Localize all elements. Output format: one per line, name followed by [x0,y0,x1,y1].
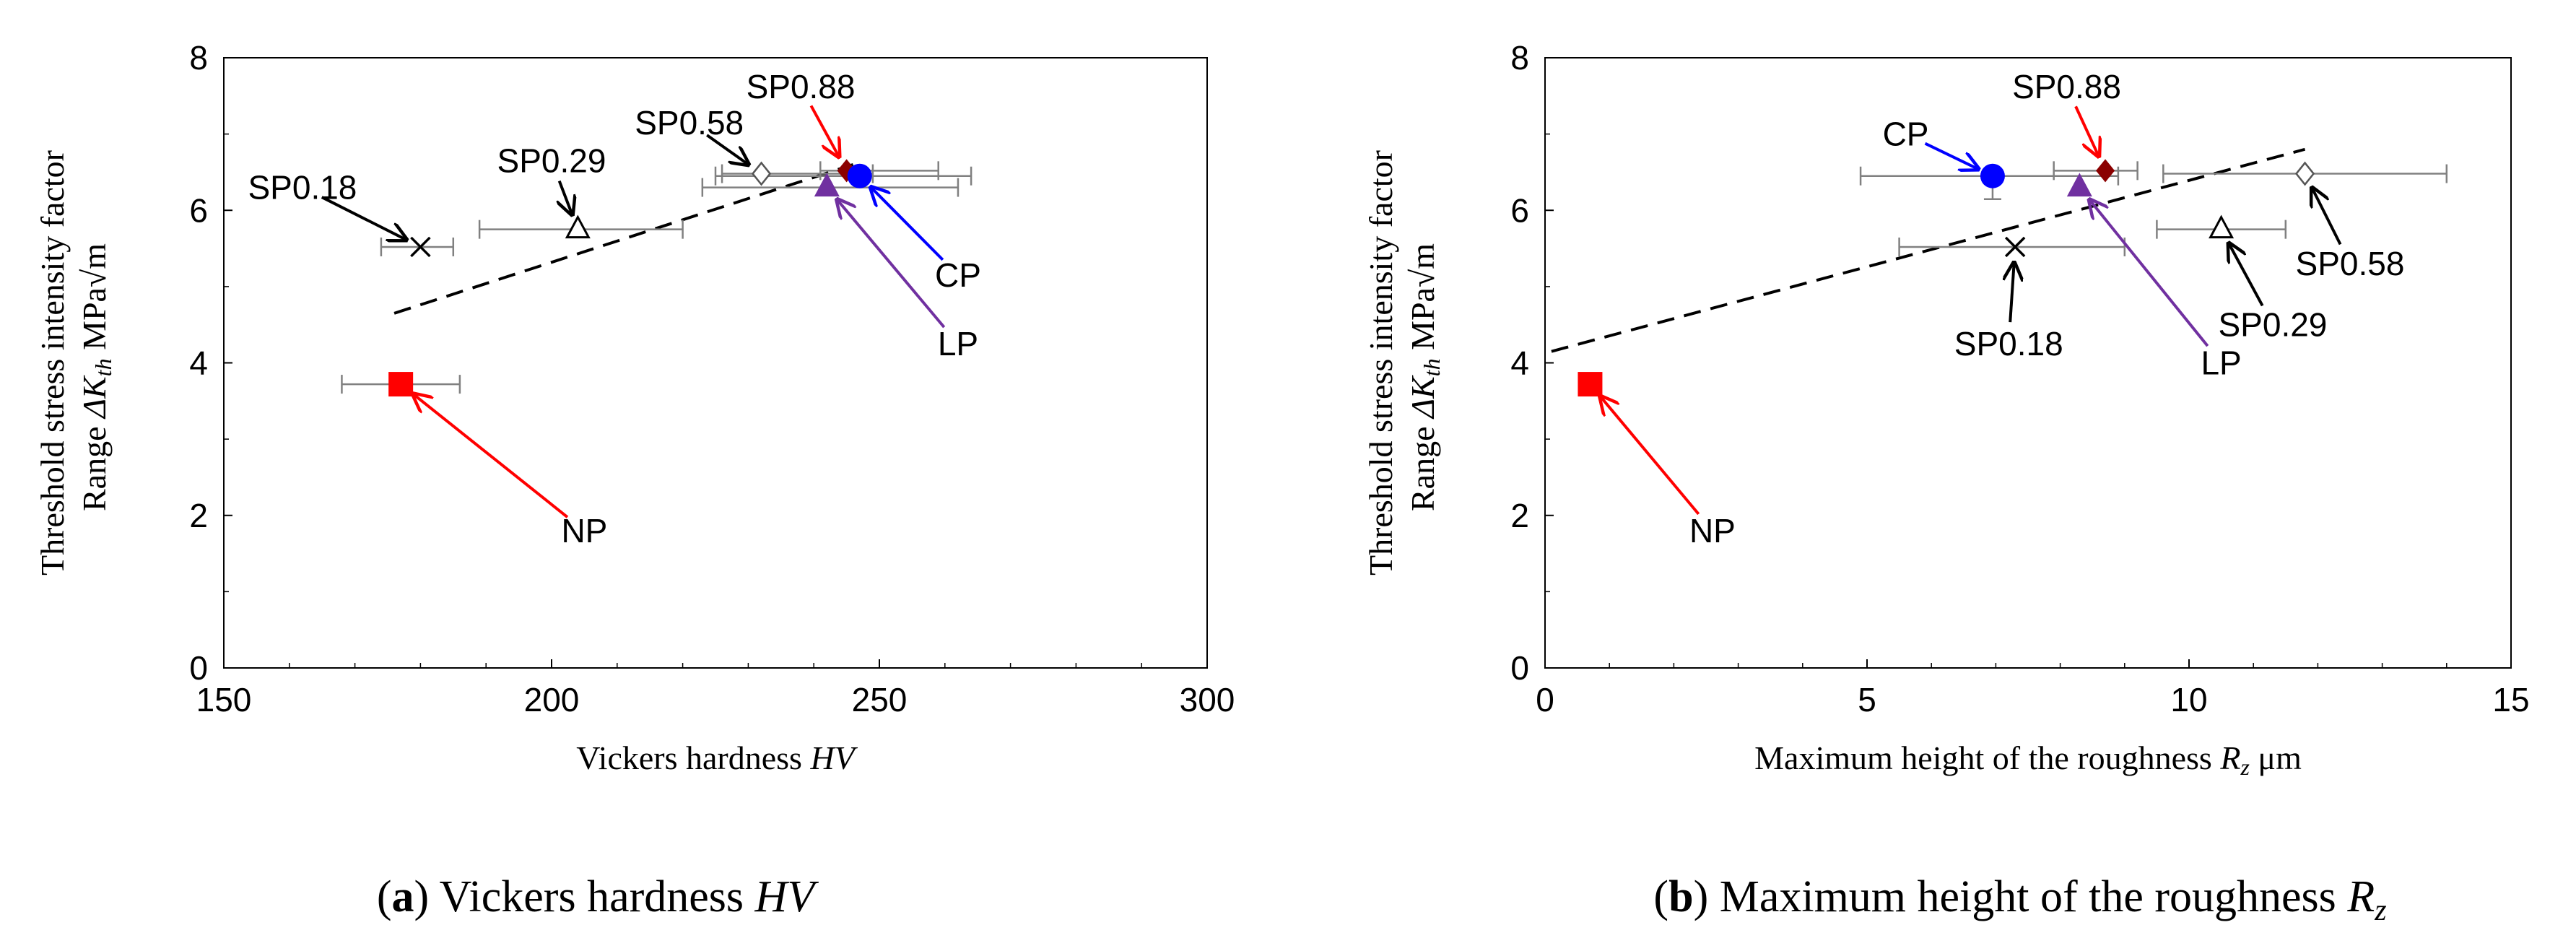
x-tick-label: 15 [2492,681,2529,718]
y-tick-label: 6 [189,191,208,229]
annotation-label: NP [561,512,607,550]
y-axis-label-symbol: ΔK [76,375,113,420]
caption-paren-open: ( [377,872,392,921]
y-axis-label-sub: th [90,358,116,376]
trendline [1551,147,2306,353]
annotation-arrow [2010,263,2014,323]
x-tick-label: 0 [1536,681,1554,718]
marker-sp0-18 [2004,236,2026,258]
y-tick-label: 0 [1510,649,1529,687]
annotation-arrow [871,187,944,261]
annotation-arrow [321,196,406,240]
y-axis-label-symbol: ΔK [1404,375,1441,420]
annotation-arrow [2074,105,2099,156]
x-axis-label-italic: R [2219,739,2240,776]
annotation-label: CP [935,256,981,294]
panel-a: 150 200 250 300 0 2 4 6 8 NP SP0.18 SP0.29 SP0.58SP0… [34,39,1235,921]
annotation-arrow [1601,396,1700,516]
marker-cp [847,163,872,188]
y-tick-label: 6 [1510,191,1529,229]
x-tick-label: 10 [2170,681,2207,718]
annotation-arrow [2229,243,2264,307]
marker-lp [814,173,840,197]
x-axis-label-italic: HV [809,739,858,776]
x-tick-label: 200 [524,681,580,718]
marker-cp [1980,163,2005,188]
y-tick-label: 0 [189,649,208,687]
panel-caption: (a) Vickers hardness HV [377,872,819,921]
y-tick-label: 8 [189,39,208,77]
y-tick-label: 2 [189,497,208,534]
x-tick-label: 250 [852,681,908,718]
caption-paren-open: ( [1653,872,1668,921]
marker-sp0-18 [410,236,431,258]
y-axis-label-line1: Threshold stress intensity factor [34,150,71,576]
annotation-label: SP0.58 [635,104,744,142]
caption-letter: a [391,872,414,921]
marker-sp0-88 [2096,159,2115,183]
x-axis-label-text: Maximum height of the roughness [1754,739,2220,776]
y-axis-label-line2: Range ΔKth MPa√m [76,243,116,511]
x-tick-label: 150 [196,681,252,718]
annotation-arrow [809,105,839,157]
annotation-arrow [2089,200,2209,347]
annotation-label: SP0.88 [2012,68,2121,105]
annotation-label: SP0.18 [1954,325,2063,362]
annotation-label: SP0.29 [497,142,606,180]
caption-italic: HV [754,872,819,921]
marker-sp0-58 [2294,161,2315,186]
annotation-arrow [413,394,569,518]
marker-lp [2066,173,2092,197]
plot-frame [223,57,1208,669]
x-axis-label: Maximum height of the roughness Rz μm [1754,739,2302,780]
annotation-label: NP [1689,512,1736,550]
annotation-label: SP0.18 [248,169,357,207]
y-tick-label: 8 [1510,39,1529,77]
y-axis-label-line1: Threshold stress intensity factor [1362,150,1399,576]
annotation-label: LP [2201,344,2241,382]
marker-np [1578,372,1603,397]
y-axis-label-unit: MPa√m [76,243,113,359]
annotation-label: SP0.58 [2296,245,2405,282]
plot-frame [1544,57,2512,669]
caption-sub: z [2374,894,2386,927]
caption-letter: b [1668,872,1693,921]
y-tick-label: 2 [1510,497,1529,534]
x-tick-label: 5 [1858,681,1876,718]
panel-caption: (b) Maximum height of the roughness Rz [1653,872,2386,927]
annotation-label: LP [938,325,978,362]
y-axis-label-unit: MPa√m [1404,243,1441,359]
x-axis-label-sub: z [2240,754,2250,780]
annotation-label: SP0.88 [747,68,856,105]
y-axis-label-prefix: Range [1404,418,1441,511]
annotation-arrow [2312,188,2342,246]
marker-sp0-58 [751,161,772,186]
marker-np [388,372,414,397]
y-axis-label-prefix: Range [76,418,113,511]
caption-italic: R [2346,872,2375,921]
annotation-arrow [706,134,748,165]
x-axis-label-unit: μm [2250,739,2302,776]
caption-text: ) Maximum height of the roughness [1694,872,2348,921]
marker-sp0-29 [565,214,591,239]
annotation-label: CP [1883,116,1929,153]
annotation-arrow [1924,142,1979,169]
y-axis-label-sub: th [1419,358,1445,376]
x-axis-label: Vickers hardness HV [576,739,858,776]
x-tick-label: 300 [1180,681,1235,718]
annotation-label: SP0.29 [2219,306,2328,344]
panel-b: 0 5 10 15 0 2 4 6 8 NP SP0.18 SP0.29 SP0.58 SP0.88 CP L… [1362,39,2530,927]
x-axis-label-text: Vickers hardness [576,739,810,776]
annotation-arrow [837,199,946,329]
y-tick-label: 4 [1510,344,1529,382]
y-tick-label: 4 [189,344,208,382]
marker-sp0-29 [2209,214,2235,239]
caption-text: ) Vickers hardness [414,872,754,921]
annotation-arrow [560,180,573,214]
y-axis-label-line2: Range ΔKth MPa√m [1404,243,1445,511]
